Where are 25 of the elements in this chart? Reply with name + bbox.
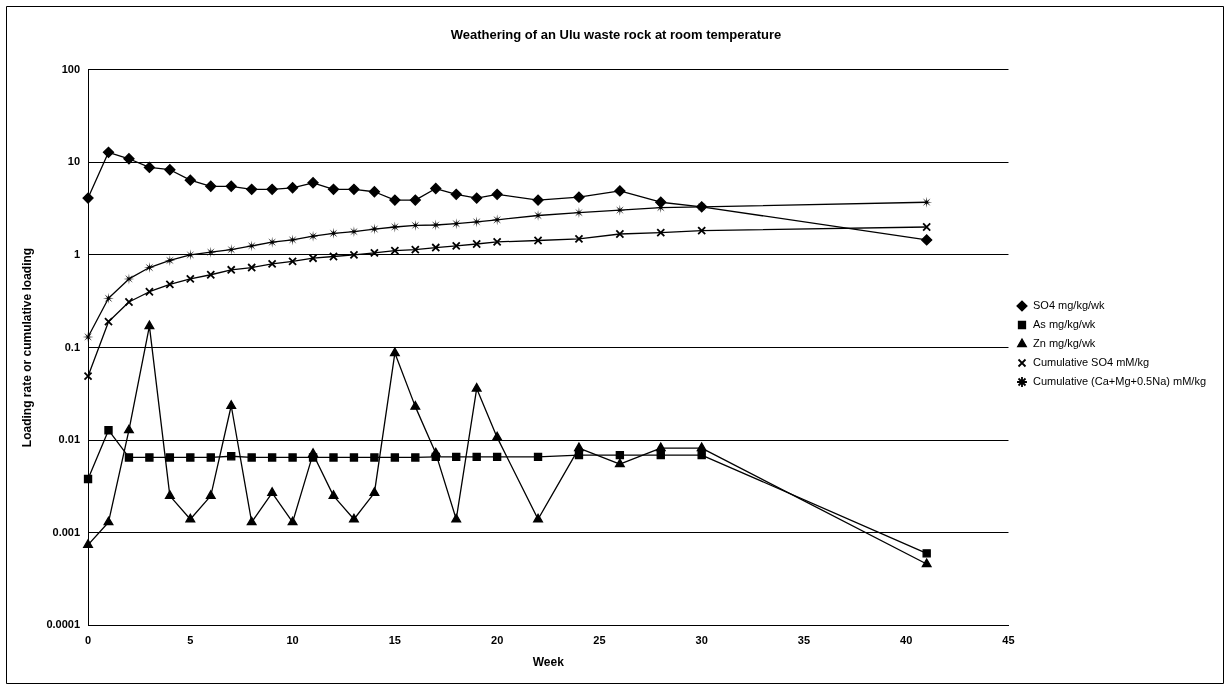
x-tick-label: 40	[900, 634, 913, 647]
y-tick-label: 0.001	[52, 525, 81, 538]
legend-label: Cumulative SO4 mM/kg	[1033, 356, 1150, 369]
legend-label: Zn mg/kg/wk	[1033, 337, 1096, 350]
x-tick-label: 0	[84, 634, 92, 647]
x-tick-label: 10	[286, 634, 299, 647]
y-tick-label: 1	[73, 247, 81, 260]
y-axis-title: Loading rate or cumulative loading	[19, 247, 34, 448]
y-tick-label: 0.0001	[46, 618, 81, 631]
legend-label: SO4 mg/kg/wk	[1033, 299, 1106, 312]
x-tick-label: 30	[695, 634, 708, 647]
x-tick-label: 20	[491, 634, 504, 647]
x-tick-label: 45	[1002, 634, 1015, 647]
x-axis-title: Week	[532, 655, 565, 670]
x-tick-label: 15	[388, 634, 401, 647]
y-tick-label: 0.1	[64, 340, 81, 353]
legend-label: Cumulative (Ca+Mg+0.5Na) mM/kg	[1033, 375, 1207, 388]
chart-title: Weathering of an Ulu waste rock at room temperature	[450, 27, 782, 43]
y-tick-label: 100	[61, 62, 81, 75]
x-tick-label: 35	[797, 634, 811, 647]
x-tick-label: 25	[593, 634, 606, 647]
legend-label: As mg/kg/wk	[1033, 318, 1096, 331]
x-tick-label: 5	[187, 634, 194, 647]
y-tick-label: 10	[67, 155, 81, 168]
y-tick-label: 0.01	[58, 433, 81, 446]
